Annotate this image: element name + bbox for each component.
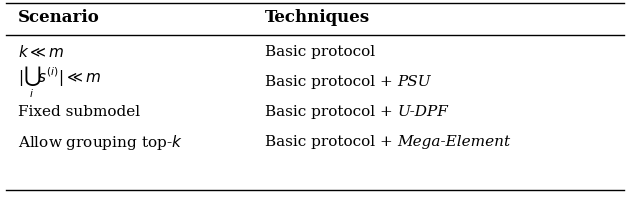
Text: Basic protocol +: Basic protocol +: [265, 105, 398, 119]
Text: Basic protocol +: Basic protocol +: [265, 135, 398, 149]
Text: Basic protocol: Basic protocol: [265, 45, 375, 59]
Text: Allow grouping top-$k$: Allow grouping top-$k$: [18, 132, 183, 152]
Text: Mega-Element: Mega-Element: [398, 135, 511, 149]
Text: U-DPF: U-DPF: [398, 105, 449, 119]
Text: Basic protocol +: Basic protocol +: [265, 75, 398, 89]
Text: Fixed submodel: Fixed submodel: [18, 105, 140, 119]
Text: $k \ll m$: $k \ll m$: [18, 44, 64, 60]
Text: $|\bigcup_i s^{(i)}| \ll m$: $|\bigcup_i s^{(i)}| \ll m$: [18, 64, 101, 100]
Text: Techniques: Techniques: [265, 9, 370, 26]
Text: Scenario: Scenario: [18, 9, 100, 26]
Text: PSU: PSU: [398, 75, 432, 89]
